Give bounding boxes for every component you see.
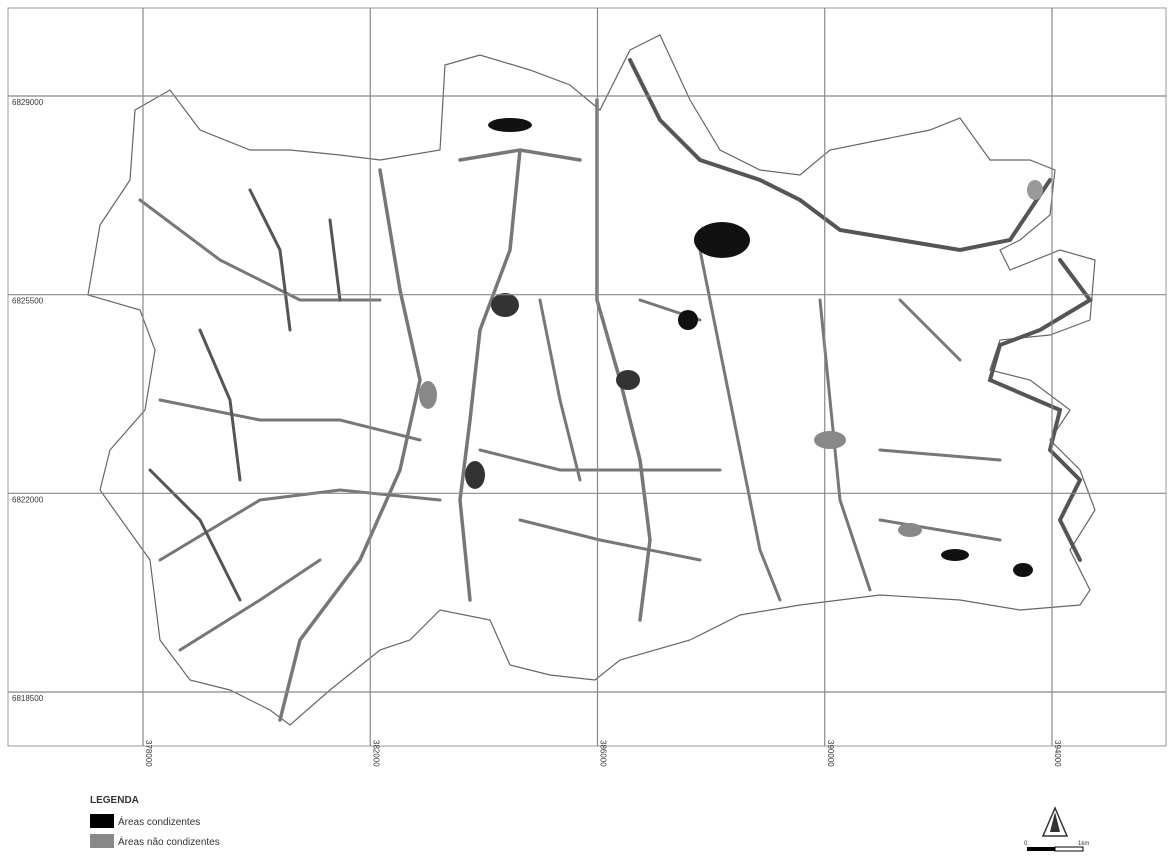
scale-label: 0 [1024, 841, 1028, 847]
legend-label: Áreas não condizentes [118, 835, 220, 848]
legend-title: LEGENDA [90, 795, 139, 806]
legend-label: Áreas condizentes [118, 815, 200, 828]
northing-label: 6822000 [12, 495, 44, 504]
easting-label: 382000 [371, 740, 380, 767]
legend: LEGENDA Áreas condizentes Áreas não cond… [90, 795, 220, 848]
easting-label: 394000 [1053, 740, 1062, 767]
legend-swatch [90, 834, 114, 848]
northing-label: 6829000 [12, 98, 44, 107]
easting-label: 390000 [826, 740, 835, 767]
easting-label: 386000 [599, 740, 608, 767]
northing-label: 6818500 [12, 694, 44, 703]
northing-label: 6825500 [12, 297, 44, 306]
legend-swatch [90, 814, 114, 828]
north-arrow [1043, 808, 1067, 836]
scale-label: 1km [1078, 841, 1089, 847]
easting-label: 378000 [144, 740, 153, 767]
scale-bar: 0 1km [1024, 841, 1089, 851]
map-figure: 378000 382000 386000 390000 394000 6829000 682… [0, 0, 1172, 861]
